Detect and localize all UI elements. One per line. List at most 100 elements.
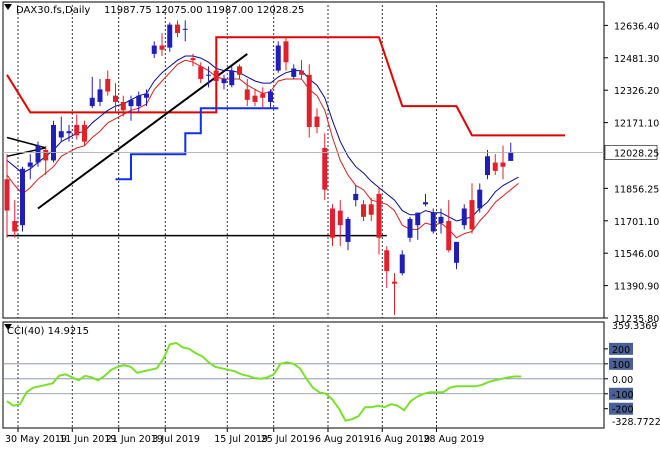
candle-body-down [74,124,80,136]
last-price-label: 12028.25 [614,148,659,159]
candle-body-up [508,152,514,161]
collapse-triangle-icon[interactable] [4,4,12,10]
candle-body-up [229,70,235,86]
candle-body-up [345,218,351,242]
candle-body-up [89,97,95,107]
candle-body-down [500,162,506,167]
candle-body-down [337,210,343,226]
cci-panel-frame [2,321,605,429]
price-tick-label: 12481.30 [614,54,659,65]
candle-body-up [423,202,428,205]
price-panel-frame [2,1,605,319]
candle-body-down [198,66,204,79]
candle-body-down [120,101,126,111]
candle-body-up [291,68,297,77]
time-tick-label: 21 Jun 2019 [106,434,163,445]
cci-tick-label: -200 [612,405,634,416]
candle-body-down [492,162,498,171]
candle-body-up [144,93,149,98]
ohlc-label: 11987.75 12075.00 11987.00 12028.25 [104,5,304,16]
candle-body-down [113,95,118,102]
lower-channel-line [115,107,279,181]
cci-line [6,341,522,422]
upper-channel-line [6,36,565,137]
candle-body-up [136,95,142,107]
cci-panel: 200 100 0.00 -100 -200 359.3369 -328.7722 [3,321,660,428]
candle-body-up [399,254,405,274]
candle-body-down [384,250,390,272]
symbol-label: DAX30.fs,Daily [16,5,90,16]
cci-tick-label: 200 [612,345,630,356]
price-tick-label: 11701.10 [614,217,659,228]
candle-body-down [392,281,397,284]
candle-body-up [151,45,157,54]
candle-body-up [128,99,134,107]
collapse-triangle-icon[interactable] [4,324,12,330]
candle-body-up [97,89,103,102]
price-tick-label: 11235.80 [614,314,659,325]
candle-body-up [58,131,64,138]
candle-body-down [322,147,328,190]
price-tick-label: 12171.10 [614,119,659,130]
candle-body-up [275,45,281,71]
price-tick-label: 11390.90 [614,282,659,293]
candle-body-up [20,168,25,226]
candle-body-up [430,212,436,232]
candle-body-down [4,179,10,211]
candle-body-down [190,58,196,61]
time-tick-label: 30 May 2019 [5,434,67,445]
candles [4,20,514,316]
candle-body-up [353,193,359,201]
cci-min-label: -328.7722 [612,417,660,428]
price-tick-label: 12636.40 [614,21,659,32]
candle-body-up [477,189,483,209]
price-tick-label: 11546.00 [614,249,659,260]
candle-body-up [51,124,56,161]
trend-line [37,53,248,210]
candle-body-down [368,204,374,215]
last-price-box [604,145,658,160]
candle-body-down [105,78,111,92]
candle-body-up [461,208,467,226]
chart-background [2,1,605,429]
cci-tick-label: -100 [612,390,634,401]
candle-body-up [415,212,421,226]
price-tick-label: 11856.25 [614,184,659,195]
candle-body-down [244,89,250,100]
candle-body-up [268,91,273,102]
time-tick-label: 6 Aug 2019 [315,434,370,445]
candle-body-down [43,149,49,161]
cci-level-box [609,357,633,370]
candle-body-down [330,208,335,238]
price-tick-label: 12326.20 [614,86,659,97]
candle-body-up [485,156,490,176]
cci-level-box [609,387,633,400]
time-tick-label: 28 Aug 2019 [424,434,485,445]
candle-body-down [252,95,258,102]
candle-body-up [221,78,227,84]
candle-body-up [454,241,459,263]
moving-average-red [6,59,519,239]
candle-body-down [361,204,366,217]
candle-body-down [283,41,289,63]
candle-body-down [376,193,382,238]
cci-level-box [609,402,633,415]
candle-body-up [206,74,211,76]
candle-body-up [438,216,444,224]
time-tick-label: 25 Jul 2019 [261,434,315,445]
cci-tick-label: 0.00 [612,375,633,386]
candle-body-up [66,131,72,134]
candle-body-down [175,24,180,33]
cci-level-box [609,342,633,355]
candle-body-up [27,162,33,167]
candle-body-down [469,200,475,230]
cci-max-label: 359.3369 [612,321,657,332]
candle-body-down [446,221,452,251]
grid-lines [17,5,437,428]
price-axis: 12636.40 12481.30 12326.20 12171.10 11856.25… [3,21,659,325]
candle-body-down [237,66,242,75]
cci-tick-label: 100 [612,360,630,371]
